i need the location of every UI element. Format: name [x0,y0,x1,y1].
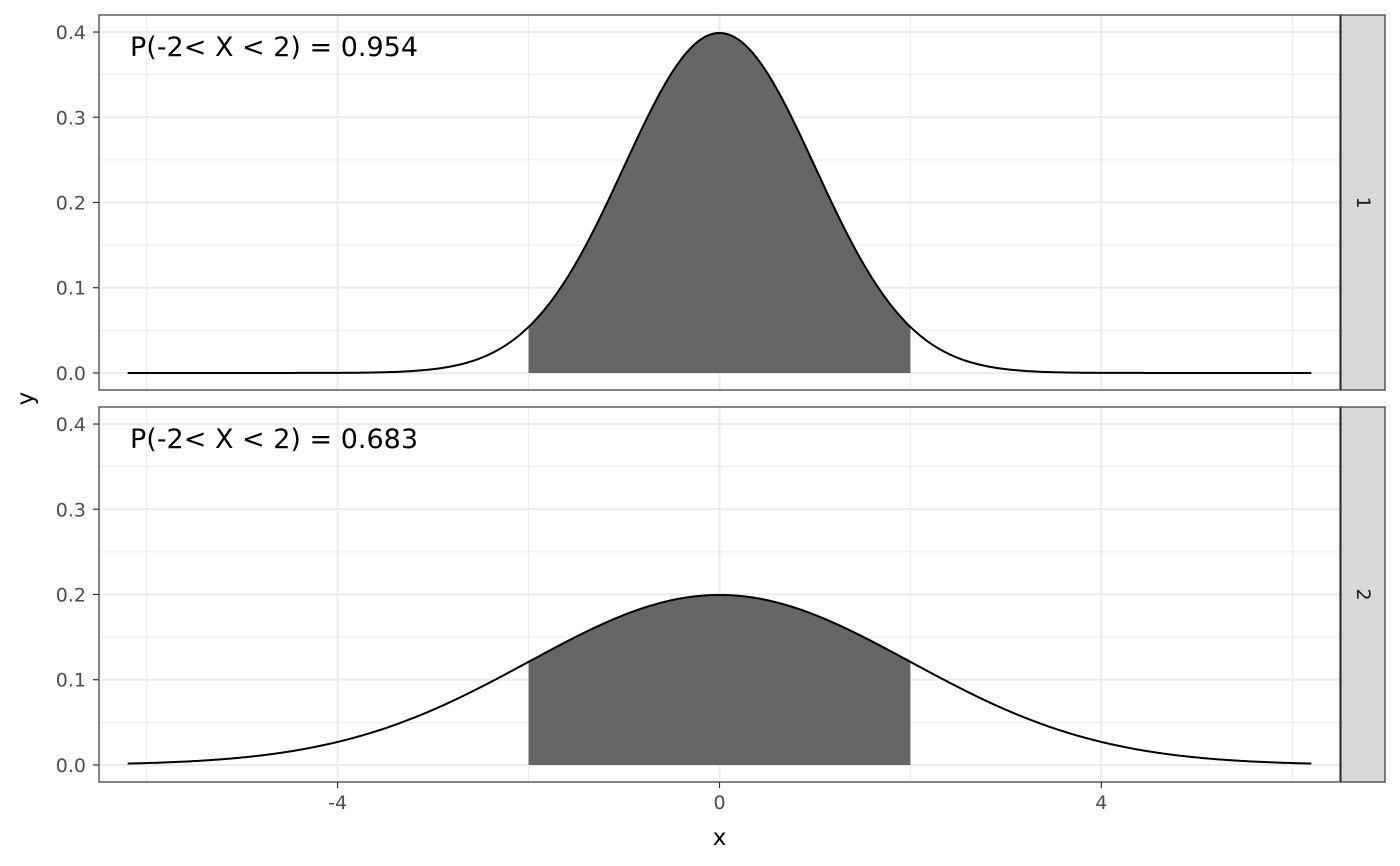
y-tick-label: 0.3 [56,499,86,521]
strip-background [1340,14,1386,391]
x-tick-label: 4 [1095,792,1107,814]
probability-annotation: P(-2< X < 2) = 0.954 [130,32,418,63]
y-tick-label: 0.4 [56,22,86,44]
y-tick-label: 0.1 [56,670,86,692]
y-tick-label: 0.4 [56,414,86,436]
density-curve [127,593,1312,765]
y-tick-label: 0.3 [56,107,86,129]
y-tick-label: 0.0 [56,755,86,777]
y-axis: 0.0 0.1 0.2 0.3 0.4 [56,414,99,777]
y-tick-label: 0.2 [56,585,86,607]
density-curve [127,31,1312,374]
facet-panel-2: P(-2< X < 2) = 0.683 0.0 0.1 0.2 0.3 0.4 2 [56,406,1386,783]
strip-label: 2 [1352,588,1374,600]
shaded-probability-area [528,32,911,373]
shaded-probability-area [528,594,911,765]
y-tick-label: 0.1 [56,278,86,300]
facet-panel-1: P(-2< X < 2) = 0.954 0.0 0.1 0.2 0.3 0.4 1 [56,14,1386,391]
strip-background [1340,406,1386,783]
x-tick-label: 0 [713,792,725,814]
probability-annotation: P(-2< X < 2) = 0.683 [130,424,418,455]
strip-label: 1 [1352,196,1374,208]
x-axis-title: x [713,825,727,851]
y-axis-title: y [13,392,39,406]
y-tick-label: 0.0 [56,363,86,385]
y-tick-label: 0.2 [56,193,86,215]
x-axis: -4 0 4 [328,782,1107,814]
x-tick-label: -4 [328,792,347,814]
y-axis: 0.0 0.1 0.2 0.3 0.4 [56,22,99,385]
